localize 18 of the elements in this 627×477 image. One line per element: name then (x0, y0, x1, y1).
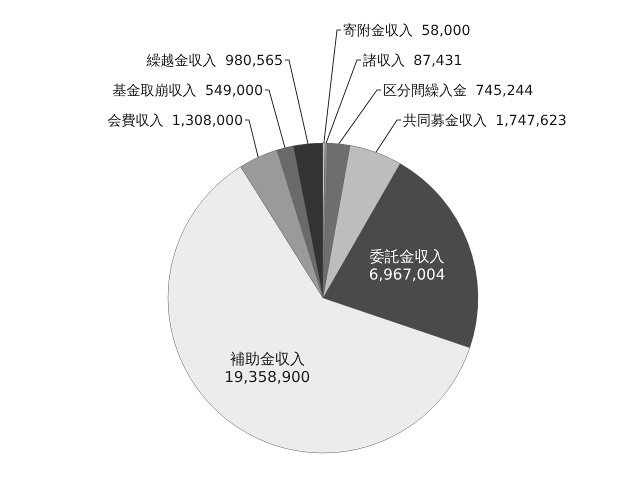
slice-label: 繰越金収入 (146, 52, 217, 69)
slice-label: 基金取崩収入 (112, 82, 197, 99)
slice-label: 補助金収入 (230, 350, 305, 368)
slice-label: 委託金収入 (370, 248, 445, 266)
data-label: 19,358,900 (224, 368, 310, 386)
slice-label: 区分間繰入金 (383, 82, 467, 99)
data-label: 58,000 (421, 22, 470, 39)
data-label: 745,244 (475, 82, 534, 99)
data-label: 1,308,000 (172, 112, 243, 129)
data-label: 6,967,004 (368, 266, 446, 284)
slice-label: 会費収入 (107, 112, 164, 129)
slice-label: 諸収入 (363, 52, 405, 69)
data-label: 87,431 (413, 52, 462, 69)
data-label: 549,000 (205, 82, 263, 99)
data-label: 980,565 (225, 52, 283, 69)
slice-label: 寄附金収入 (343, 22, 413, 39)
data-label: 1,747,623 (495, 112, 567, 129)
slice-label: 共同募金収入 (403, 112, 487, 129)
